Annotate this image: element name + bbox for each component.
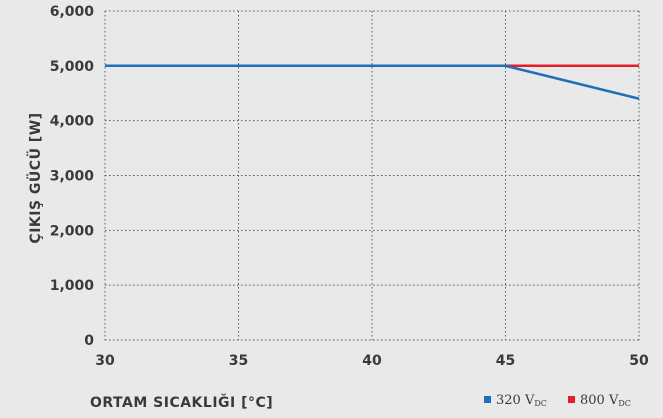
y-tick-label: 6,000 — [50, 4, 95, 20]
y-tick-label: 5,000 — [50, 59, 95, 75]
x-axis-ticks: 30 35 40 45 50 — [95, 353, 649, 369]
legend-label: 800 VDC — [580, 393, 631, 408]
series-line-0 — [105, 64, 640, 100]
y-tick-label: 0 — [84, 333, 94, 349]
x-tick-label: 35 — [229, 353, 248, 369]
legend-label-subscript: DC — [534, 399, 547, 408]
legend-swatch — [484, 396, 491, 403]
y-axis-ticks: 0 1,000 2,000 3,000 4,000 5,000 6,000 — [50, 4, 95, 349]
x-tick-label: 45 — [496, 353, 515, 369]
legend-label-main: 320 V — [496, 393, 535, 408]
y-tick-label: 2,000 — [50, 223, 95, 239]
y-tick-label: 4,000 — [50, 114, 95, 130]
y-tick-label: 1,000 — [50, 278, 95, 294]
y-axis-title: ÇIKIŞ GÜCÜ [W] — [26, 112, 44, 243]
x-tick-label: 30 — [95, 353, 115, 369]
legend: 320 VDC 800 VDC — [484, 393, 631, 408]
legend-swatch — [568, 396, 575, 403]
x-tick-label: 40 — [362, 353, 382, 369]
legend-label: 320 VDC — [496, 393, 547, 408]
legend-label-subscript: DC — [618, 399, 631, 408]
grid — [104, 10, 640, 341]
x-tick-label: 50 — [629, 353, 649, 369]
series-lines — [105, 64, 640, 100]
x-axis-title: ORTAM SICAKLIĞI [°C] — [90, 393, 273, 411]
y-tick-label: 3,000 — [50, 169, 95, 185]
legend-label-main: 800 V — [580, 393, 619, 408]
